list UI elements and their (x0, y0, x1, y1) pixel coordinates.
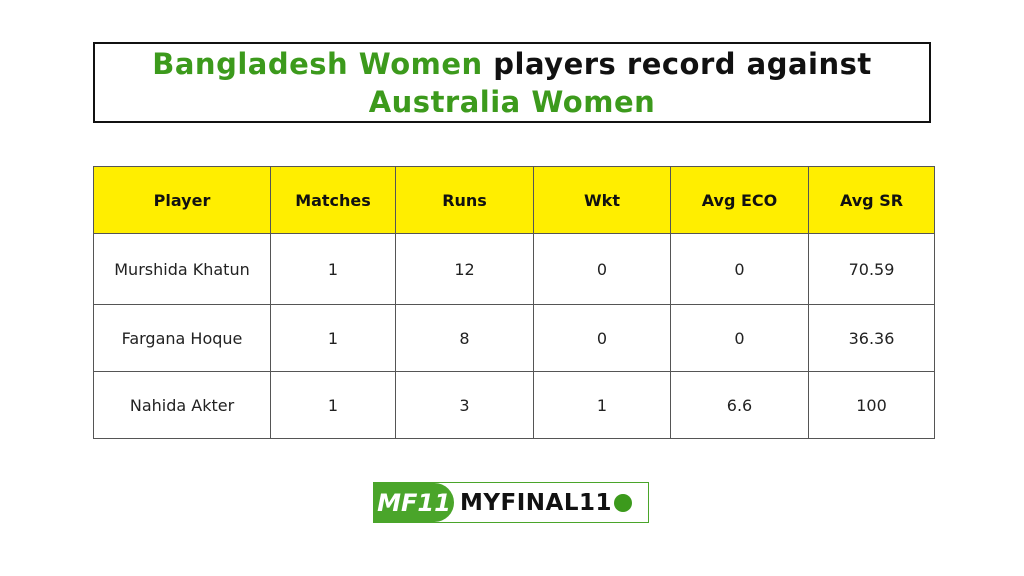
table-row: Fargana Hoque 1 8 0 0 36.36 (93, 304, 935, 372)
cell: 0 (670, 233, 809, 305)
cell: 1 (270, 304, 396, 372)
cell: 100 (808, 371, 935, 439)
header-player: Player (93, 166, 271, 234)
header-runs: Runs (395, 166, 534, 234)
cell: 0 (670, 304, 809, 372)
logo-mark: MF11 (374, 483, 454, 522)
cell: Fargana Hoque (93, 304, 271, 372)
cell: 1 (270, 371, 396, 439)
cricket-ball-icon (614, 493, 633, 512)
cell: 70.59 (808, 233, 935, 305)
cell: 8 (395, 304, 534, 372)
header-avg-sr: Avg SR (808, 166, 935, 234)
cell: Nahida Akter (93, 371, 271, 439)
cell: 1 (533, 371, 671, 439)
cell: 0 (533, 304, 671, 372)
logo-text: MYFINAL11 (460, 489, 613, 516)
header-matches: Matches (270, 166, 396, 234)
title-box: Bangladesh Women players record against … (93, 42, 931, 123)
cell: 3 (395, 371, 534, 439)
myfinal11-logo: MF11 MYFINAL11 (373, 482, 649, 523)
cell: Murshida Khatun (93, 233, 271, 305)
table-row: Nahida Akter 1 3 1 6.6 100 (93, 371, 935, 439)
cell: 0 (533, 233, 671, 305)
header-wkt: Wkt (533, 166, 671, 234)
header-avg-eco: Avg ECO (670, 166, 809, 234)
cell: 36.36 (808, 304, 935, 372)
cell: 12 (395, 233, 534, 305)
player-record-table: Player Matches Runs Wkt Avg ECO Avg SR M… (93, 166, 935, 439)
cell: 6.6 (670, 371, 809, 439)
table-header-row: Player Matches Runs Wkt Avg ECO Avg SR (93, 166, 935, 234)
page-title: Bangladesh Women players record against … (152, 46, 872, 119)
cell: 1 (270, 233, 396, 305)
table-row: Murshida Khatun 1 12 0 0 70.59 (93, 233, 935, 305)
